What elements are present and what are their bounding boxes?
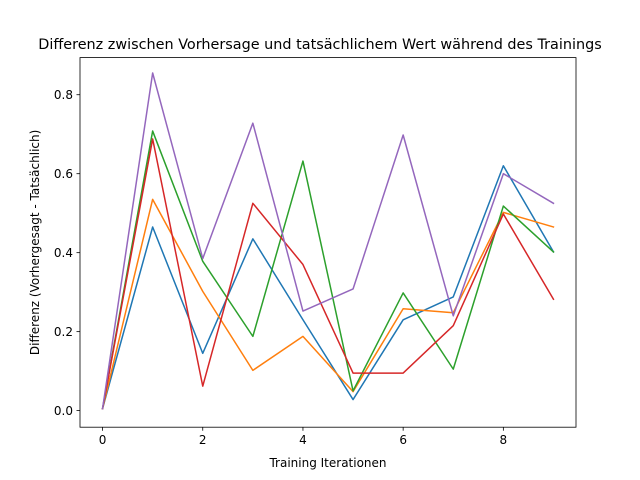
chart-title: Differenz zwischen Vorhersage und tatsäc… <box>38 37 602 53</box>
plot-area-frame <box>79 57 577 428</box>
series-layer <box>101 72 555 410</box>
y-axis-label: Differenz (Vorhergesagt - Tatsächlich) <box>28 130 42 355</box>
x-tick-label: 4 <box>299 433 307 447</box>
y-tick-label: 0.2 <box>54 325 73 339</box>
y-tick-label: 0.6 <box>54 167 73 181</box>
series-line-3 <box>101 130 555 410</box>
y-tick-label: 0.8 <box>54 88 73 102</box>
x-axis-ticks: 0 2 4 6 8 <box>99 427 507 447</box>
series-line-5 <box>101 72 555 410</box>
series-line-2 <box>101 198 555 410</box>
x-tick-label: 0 <box>99 433 107 447</box>
x-tick-label: 2 <box>199 433 207 447</box>
x-axis-label: Training Iterationen <box>268 456 386 470</box>
x-tick-label: 8 <box>500 433 508 447</box>
x-tick-label: 6 <box>399 433 407 447</box>
y-axis-ticks: 0.0 0.2 0.4 0.6 0.8 <box>54 88 80 418</box>
series-line-4 <box>101 138 555 410</box>
series-line-1 <box>101 165 555 410</box>
y-tick-label: 0.0 <box>54 404 73 418</box>
y-tick-label: 0.4 <box>54 246 73 260</box>
